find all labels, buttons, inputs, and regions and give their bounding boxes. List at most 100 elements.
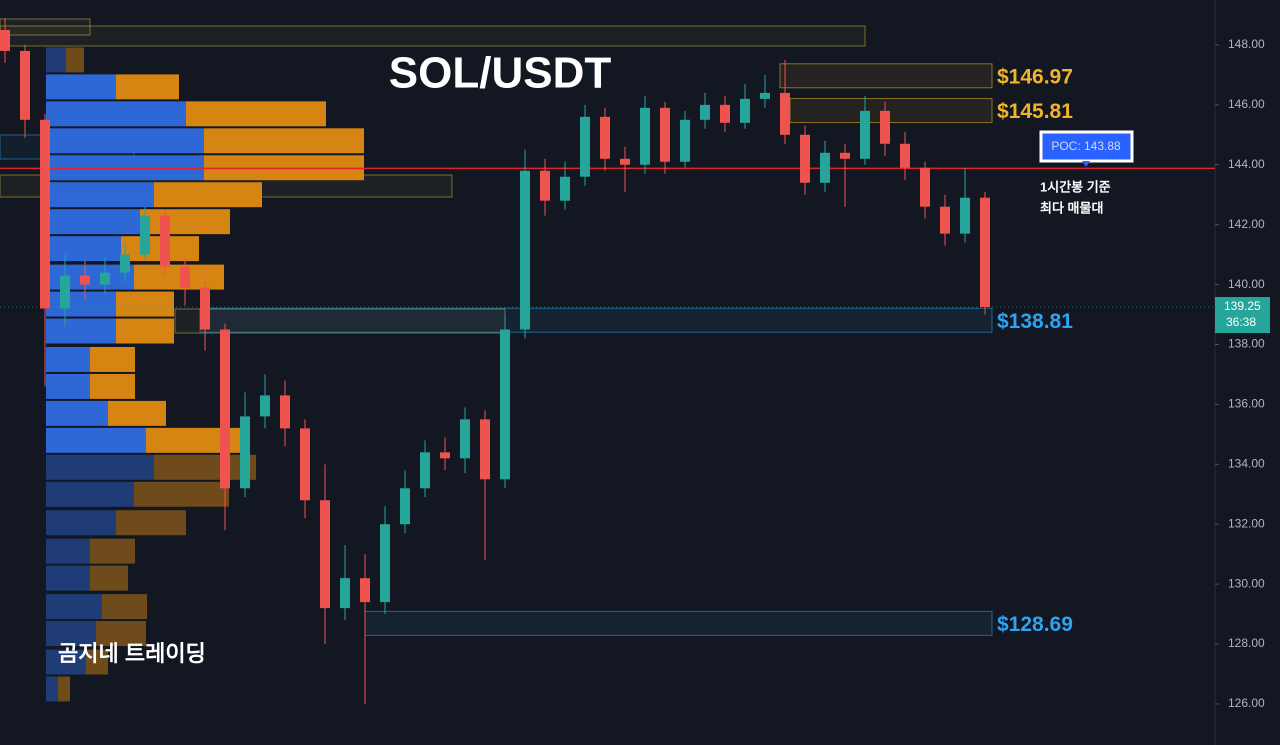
- candle-body: [780, 92, 790, 135]
- volume-profile-buy: [46, 373, 90, 399]
- candle-body: [920, 167, 930, 207]
- y-tick-label: 148.00: [1228, 37, 1265, 51]
- candle-body: [0, 29, 10, 51]
- level-label: $146.97: [997, 65, 1073, 88]
- volume-profile-sell: [66, 47, 84, 73]
- volume-profile-buy: [46, 74, 116, 100]
- volume-profile-sell: [96, 621, 146, 647]
- volume-profile-sell: [58, 676, 70, 702]
- volume-profile-buy: [46, 128, 204, 154]
- y-tick-label: 146.00: [1228, 97, 1265, 111]
- poc-box: [1039, 130, 1134, 163]
- volume-profile-sell: [116, 510, 186, 536]
- y-tick-label: 134.00: [1228, 456, 1265, 470]
- candle-body: [980, 197, 990, 308]
- volume-profile-buy: [46, 182, 154, 208]
- level-zone: [789, 98, 993, 124]
- level-zone: [199, 307, 993, 333]
- candle-body: [680, 119, 690, 162]
- candle-body: [520, 170, 530, 330]
- poc-note: 1시간봉 기준: [1040, 179, 1111, 194]
- candle-body: [380, 524, 390, 603]
- countdown-label: 36:38: [1226, 315, 1256, 329]
- candle-body: [720, 104, 730, 123]
- candle-body: [360, 578, 370, 603]
- candle-body: [280, 395, 290, 429]
- volume-profile-sell: [90, 373, 135, 399]
- volume-profile-buy: [46, 236, 121, 262]
- candle-body: [440, 452, 450, 459]
- candle-body: [160, 215, 170, 267]
- candle-body: [500, 329, 510, 480]
- candle-body: [860, 110, 870, 159]
- y-tick-label: 144.00: [1228, 157, 1265, 171]
- volume-profile-sell: [154, 454, 256, 480]
- candle-body: [300, 428, 310, 501]
- volume-profile-buy: [46, 565, 90, 591]
- candle-body: [600, 116, 610, 159]
- volume-profile-buy: [46, 427, 146, 453]
- volume-profile-sell: [102, 594, 147, 620]
- candle-body: [960, 197, 970, 234]
- volume-profile-sell: [134, 481, 229, 507]
- level-label: $138.81: [997, 310, 1073, 333]
- volume-profile-buy: [46, 454, 154, 480]
- candle-body: [100, 272, 110, 285]
- candle-body: [880, 110, 890, 144]
- candle-body: [20, 50, 30, 120]
- y-tick-label: 128.00: [1228, 636, 1265, 650]
- candle-body: [60, 275, 70, 309]
- candle-body: [400, 488, 410, 525]
- zone-box: [0, 25, 866, 47]
- candle-body: [900, 143, 910, 168]
- volume-profile-sell: [116, 291, 174, 317]
- candle-body: [180, 266, 190, 288]
- candle-body: [580, 116, 590, 177]
- volume-profile-sell: [108, 400, 166, 426]
- candle-body: [620, 158, 630, 165]
- volume-profile-sell: [134, 264, 224, 290]
- volume-profile-sell: [90, 565, 128, 591]
- candle-body: [340, 578, 350, 609]
- candle-body: [260, 395, 270, 417]
- candle-body: [40, 119, 50, 309]
- candle-body: [820, 152, 830, 183]
- y-tick-label: 132.00: [1228, 516, 1265, 530]
- candle-body: [200, 287, 210, 330]
- candle-body: [560, 176, 570, 201]
- volume-profile-buy: [46, 101, 186, 127]
- candle-body: [940, 206, 950, 234]
- y-tick-label: 130.00: [1228, 576, 1265, 590]
- volume-profile-buy: [46, 318, 116, 344]
- y-tick-label: 126.00: [1228, 696, 1265, 710]
- volume-profile-sell: [204, 128, 364, 154]
- watermark: 곰지네 트레이딩: [58, 641, 206, 666]
- volume-profile-buy: [46, 47, 66, 73]
- y-tick-label: 142.00: [1228, 217, 1265, 231]
- volume-profile-buy: [46, 291, 116, 317]
- volume-profile-buy: [46, 400, 108, 426]
- level-zone: [364, 610, 993, 636]
- level-label: $128.69: [997, 613, 1073, 636]
- zone-box: [0, 18, 91, 36]
- candle-body: [320, 500, 330, 609]
- volume-profile-sell: [86, 649, 108, 675]
- volume-profile-buy: [46, 346, 90, 372]
- volume-profile-sell: [90, 538, 135, 564]
- candle-body: [760, 92, 770, 99]
- y-tick-label: 138.00: [1228, 337, 1265, 351]
- volume-profile-buy: [46, 510, 116, 536]
- volume-profile-sell: [186, 101, 326, 127]
- candle-body: [640, 107, 650, 165]
- volume-profile-buy: [46, 621, 96, 647]
- candle-body: [740, 98, 750, 123]
- volume-profile-buy: [46, 481, 134, 507]
- level-label: $145.81: [997, 100, 1073, 123]
- last-price-tag: [1215, 297, 1270, 334]
- candle-body: [420, 452, 430, 489]
- poc-note: 최다 매물대: [1040, 200, 1103, 215]
- candle-body: [460, 419, 470, 459]
- last-price-label: 139.25: [1224, 299, 1261, 313]
